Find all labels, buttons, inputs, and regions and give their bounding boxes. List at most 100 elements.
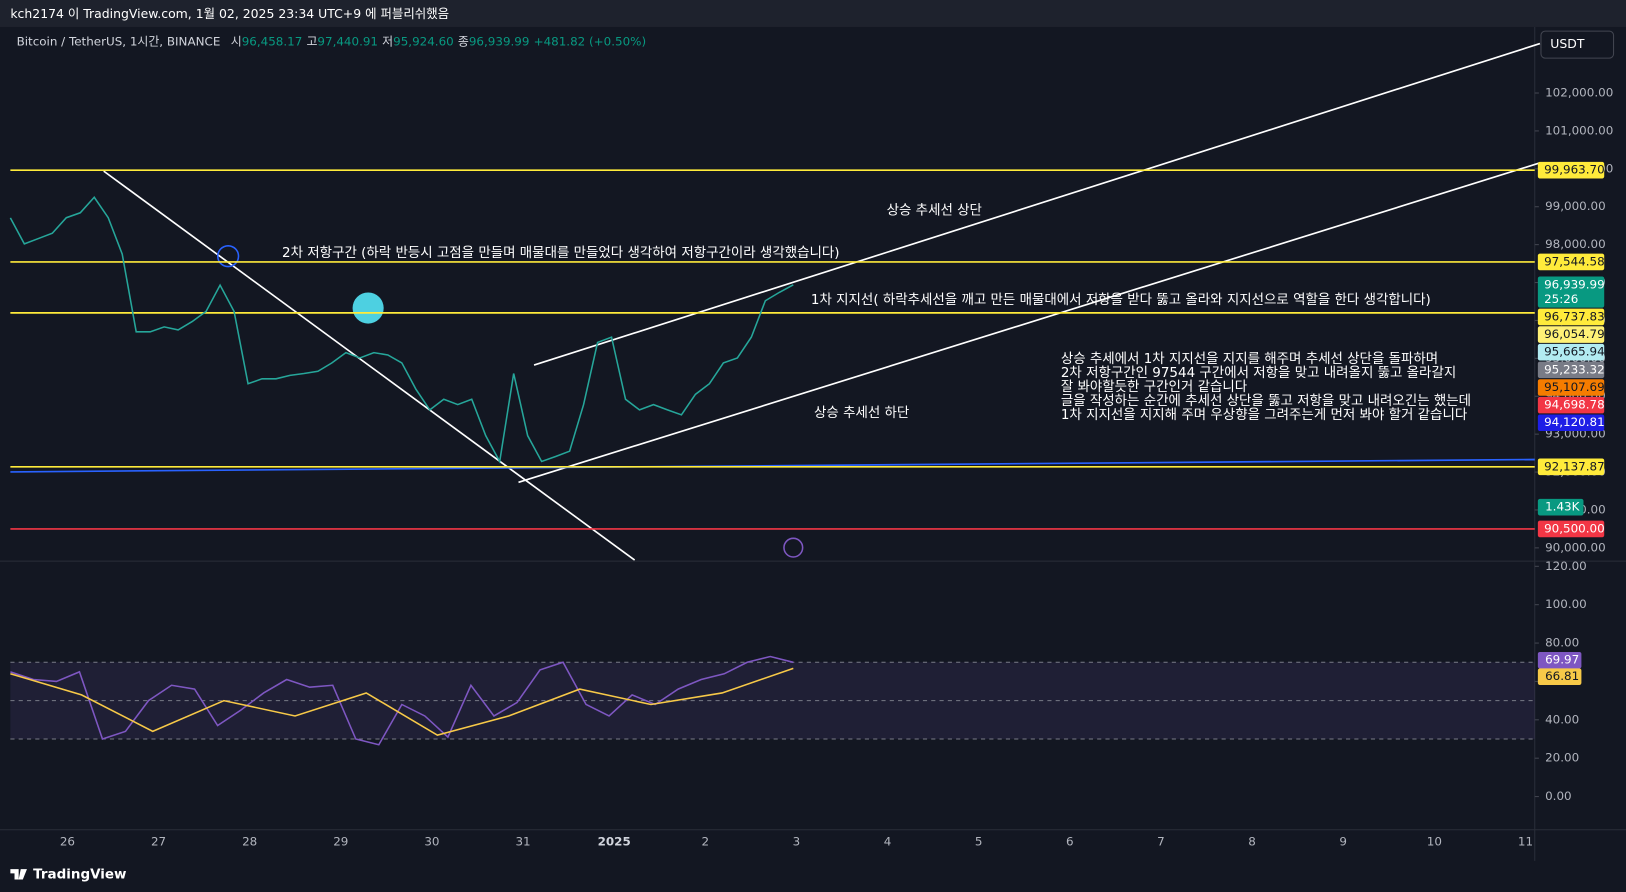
annotation: 2차 저항구간 (하락 반등시 고점을 만들며 매물대를 만들었다 생각하여 저…: [282, 245, 839, 261]
x-tick-label: 3: [793, 835, 801, 849]
price-label-bg: [1537, 308, 1605, 326]
ohlc-value: 95,924.60: [393, 34, 454, 48]
price-label: 96,939.99: [1544, 277, 1605, 291]
x-tick-label: 27: [151, 835, 166, 849]
marker-dot: [352, 292, 384, 324]
price-label: 96,054.79: [1544, 327, 1605, 341]
downtrend-line: [103, 170, 636, 561]
y-tick-label: 20.00: [1545, 751, 1579, 765]
price-label: 95,233.32: [1544, 362, 1605, 376]
levels: [10, 169, 1535, 530]
annotation-note: 글을 작성하는 순간에 추세선 상단을 뚫고 저항을 맞고 내려오긴는 했는데: [1061, 393, 1471, 409]
price-label-bg: [1537, 326, 1605, 343]
price-label-bg: [1537, 276, 1605, 308]
ohlc-key: 종: [458, 34, 469, 48]
volume-label-bg: [1537, 498, 1584, 516]
ohlc-key: 저: [382, 34, 393, 48]
currency-button[interactable]: [1540, 30, 1615, 59]
volume-label: 1.43K: [1545, 500, 1581, 514]
rsi-label: 69.97: [1545, 653, 1579, 667]
y-tick-label: 99,000.00: [1545, 199, 1606, 213]
rsi-label-bg: [1537, 668, 1582, 685]
price-label: 95,107.69: [1544, 380, 1605, 394]
price-label-bg: [1537, 253, 1605, 271]
alert-icon[interactable]: [783, 537, 804, 558]
currency[interactable]: USDT: [1550, 36, 1585, 51]
x-tick-label: 2: [702, 835, 710, 849]
annotation-note: 잘 봐야할듯한 구간인거 같습니다: [1061, 379, 1248, 395]
ohlc-key: 시: [231, 34, 242, 48]
top-bar: [0, 0, 1626, 27]
x-tick-label: 5: [975, 835, 983, 849]
series: [9, 195, 794, 746]
uptrend-bottom: [518, 162, 1541, 484]
x-tick-label: 8: [1248, 835, 1256, 849]
series-line: [10, 667, 794, 737]
x-tick-label: 29: [333, 835, 348, 849]
price-label-countdown: 25:26: [1544, 292, 1578, 306]
y-tick-label: 80.00: [1545, 636, 1579, 650]
price-label-bg: [1537, 520, 1605, 538]
series-line: [9, 195, 794, 464]
rsi-label: 66.81: [1545, 669, 1579, 683]
long-trend-line: [10, 458, 1535, 473]
annotation-note: 상승 추세에서 1차 지지선을 지지를 해주며 추세선 상단을 돌파하며: [1061, 351, 1438, 367]
annotation-note: 2차 저항구간인 97544 구간에서 저항을 맞고 내려올지 뚫고 올라갈지: [1061, 365, 1456, 381]
price-label: 90,500.00: [1544, 521, 1605, 535]
symbol-text: Bitcoin / TetherUS, 1시간, BINANCE 시96,458.…: [17, 34, 647, 48]
drawings: [10, 42, 1541, 561]
annotations: 2차 저항구간 (하락 반등시 고점을 만들며 매물대를 만들었다 생각하여 저…: [282, 203, 1471, 423]
x-tick-label: 26: [60, 835, 75, 849]
rsi-label-bg: [1537, 651, 1582, 669]
time-axis: 26 27 28 29 30 31 2025 2 3 4 5 6 7 8 9 10 11: [60, 835, 1533, 849]
price-label: 99,963.70: [1544, 163, 1605, 177]
price-label-bg: [1537, 161, 1605, 179]
y-tick-label: 100.00: [1545, 597, 1587, 611]
price-label-bg: [1537, 414, 1605, 432]
price-label: 94,120.81: [1544, 415, 1605, 429]
ohlc-value: 97,440.91: [317, 34, 378, 48]
x-tick-label: 9: [1339, 835, 1347, 849]
y-tick-label: 90,000.00: [1545, 540, 1606, 554]
footer-brand: TradingView: [33, 866, 126, 882]
price-label-bg: [1537, 343, 1605, 361]
price-label-bg: [1537, 458, 1605, 476]
x-tick-label: 2025: [598, 835, 631, 849]
annotation: 상승 추세선 상단: [887, 203, 982, 219]
y-tick-label: 120.00: [1545, 559, 1587, 573]
ohlc-value: 96,939.99: [469, 34, 530, 48]
y-tick-label: 0.00: [1545, 789, 1572, 803]
symbol-line: Bitcoin / TetherUS, 1시간, BINANCE 시96,458.…: [17, 34, 647, 48]
price-label: 97,544.58: [1544, 254, 1605, 268]
price-change: +481.82 (+0.50%): [534, 34, 647, 48]
symbol-name: Bitcoin / TetherUS, 1시간, BINANCE: [17, 34, 221, 48]
x-tick-label: 28: [242, 835, 257, 849]
x-tick-label: 11: [1518, 835, 1533, 849]
y-tick-label: 101,000.00: [1545, 123, 1613, 137]
marker-ring: [216, 245, 240, 268]
annotation: 상승 추세선 하단: [814, 405, 909, 421]
x-tick-label: 31: [515, 835, 530, 849]
x-tick-label: 30: [424, 835, 439, 849]
series-line: [10, 655, 794, 746]
uptrend-top: [533, 42, 1541, 366]
ohlc-key: 고: [306, 34, 317, 48]
price-label-bg: [1537, 361, 1605, 379]
ohlc-value: 96,458.17: [242, 34, 303, 48]
publish-line: kch2174 이 TradingView.com, 1월 02, 2025 2…: [10, 6, 449, 21]
price-label: 96,737.83: [1544, 309, 1605, 323]
x-tick-label: 4: [884, 835, 892, 849]
annotation: 1차 지지선( 하락추세선을 깨고 만든 매물대에서 저항을 받다 뚫고 올라와…: [811, 292, 1431, 308]
y-tick-label: 40.00: [1545, 712, 1579, 726]
price-label: 94,698.78: [1544, 398, 1605, 412]
x-tick-label: 10: [1427, 835, 1442, 849]
y-tick-label: 102,000.00: [1545, 86, 1613, 100]
x-tick-label: 7: [1157, 835, 1165, 849]
price-label: 95,665.94: [1544, 345, 1605, 359]
price-label-bg: [1537, 396, 1605, 414]
